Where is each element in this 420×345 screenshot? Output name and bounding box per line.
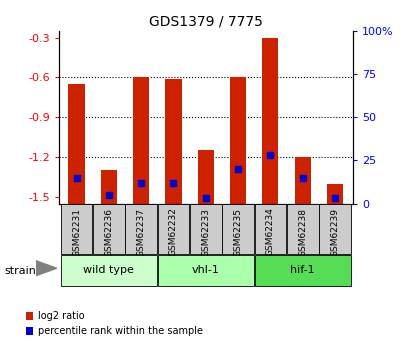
FancyBboxPatch shape — [255, 204, 286, 254]
Text: hif-1: hif-1 — [290, 265, 315, 275]
Bar — [262, 38, 278, 204]
FancyBboxPatch shape — [158, 255, 254, 286]
Text: strain: strain — [4, 266, 36, 276]
FancyBboxPatch shape — [158, 204, 189, 254]
Text: GSM62235: GSM62235 — [234, 208, 243, 257]
FancyBboxPatch shape — [319, 204, 351, 254]
Bar — [295, 157, 311, 204]
FancyBboxPatch shape — [190, 204, 222, 254]
FancyBboxPatch shape — [125, 204, 157, 254]
Text: GSM62236: GSM62236 — [105, 208, 113, 257]
Text: GSM62237: GSM62237 — [136, 208, 146, 257]
FancyBboxPatch shape — [61, 255, 157, 286]
Polygon shape — [36, 261, 57, 276]
FancyBboxPatch shape — [255, 255, 351, 286]
Text: GSM62239: GSM62239 — [331, 208, 339, 257]
Bar — [133, 78, 149, 204]
Text: wild type: wild type — [84, 265, 134, 275]
Bar — [327, 184, 343, 204]
FancyBboxPatch shape — [61, 204, 92, 254]
Bar — [101, 170, 117, 204]
Title: GDS1379 / 7775: GDS1379 / 7775 — [149, 14, 263, 29]
Text: GSM62231: GSM62231 — [72, 208, 81, 257]
Bar — [198, 150, 214, 204]
Bar — [68, 84, 85, 204]
Bar — [230, 78, 246, 204]
FancyBboxPatch shape — [222, 204, 254, 254]
Text: GSM62233: GSM62233 — [201, 208, 210, 257]
FancyBboxPatch shape — [287, 204, 318, 254]
Legend: log2 ratio, percentile rank within the sample: log2 ratio, percentile rank within the s… — [22, 307, 207, 340]
FancyBboxPatch shape — [93, 204, 125, 254]
Text: GSM62234: GSM62234 — [266, 208, 275, 256]
Text: GSM62238: GSM62238 — [298, 208, 307, 257]
Bar — [165, 79, 181, 204]
Text: GSM62232: GSM62232 — [169, 208, 178, 256]
Text: vhl-1: vhl-1 — [192, 265, 220, 275]
